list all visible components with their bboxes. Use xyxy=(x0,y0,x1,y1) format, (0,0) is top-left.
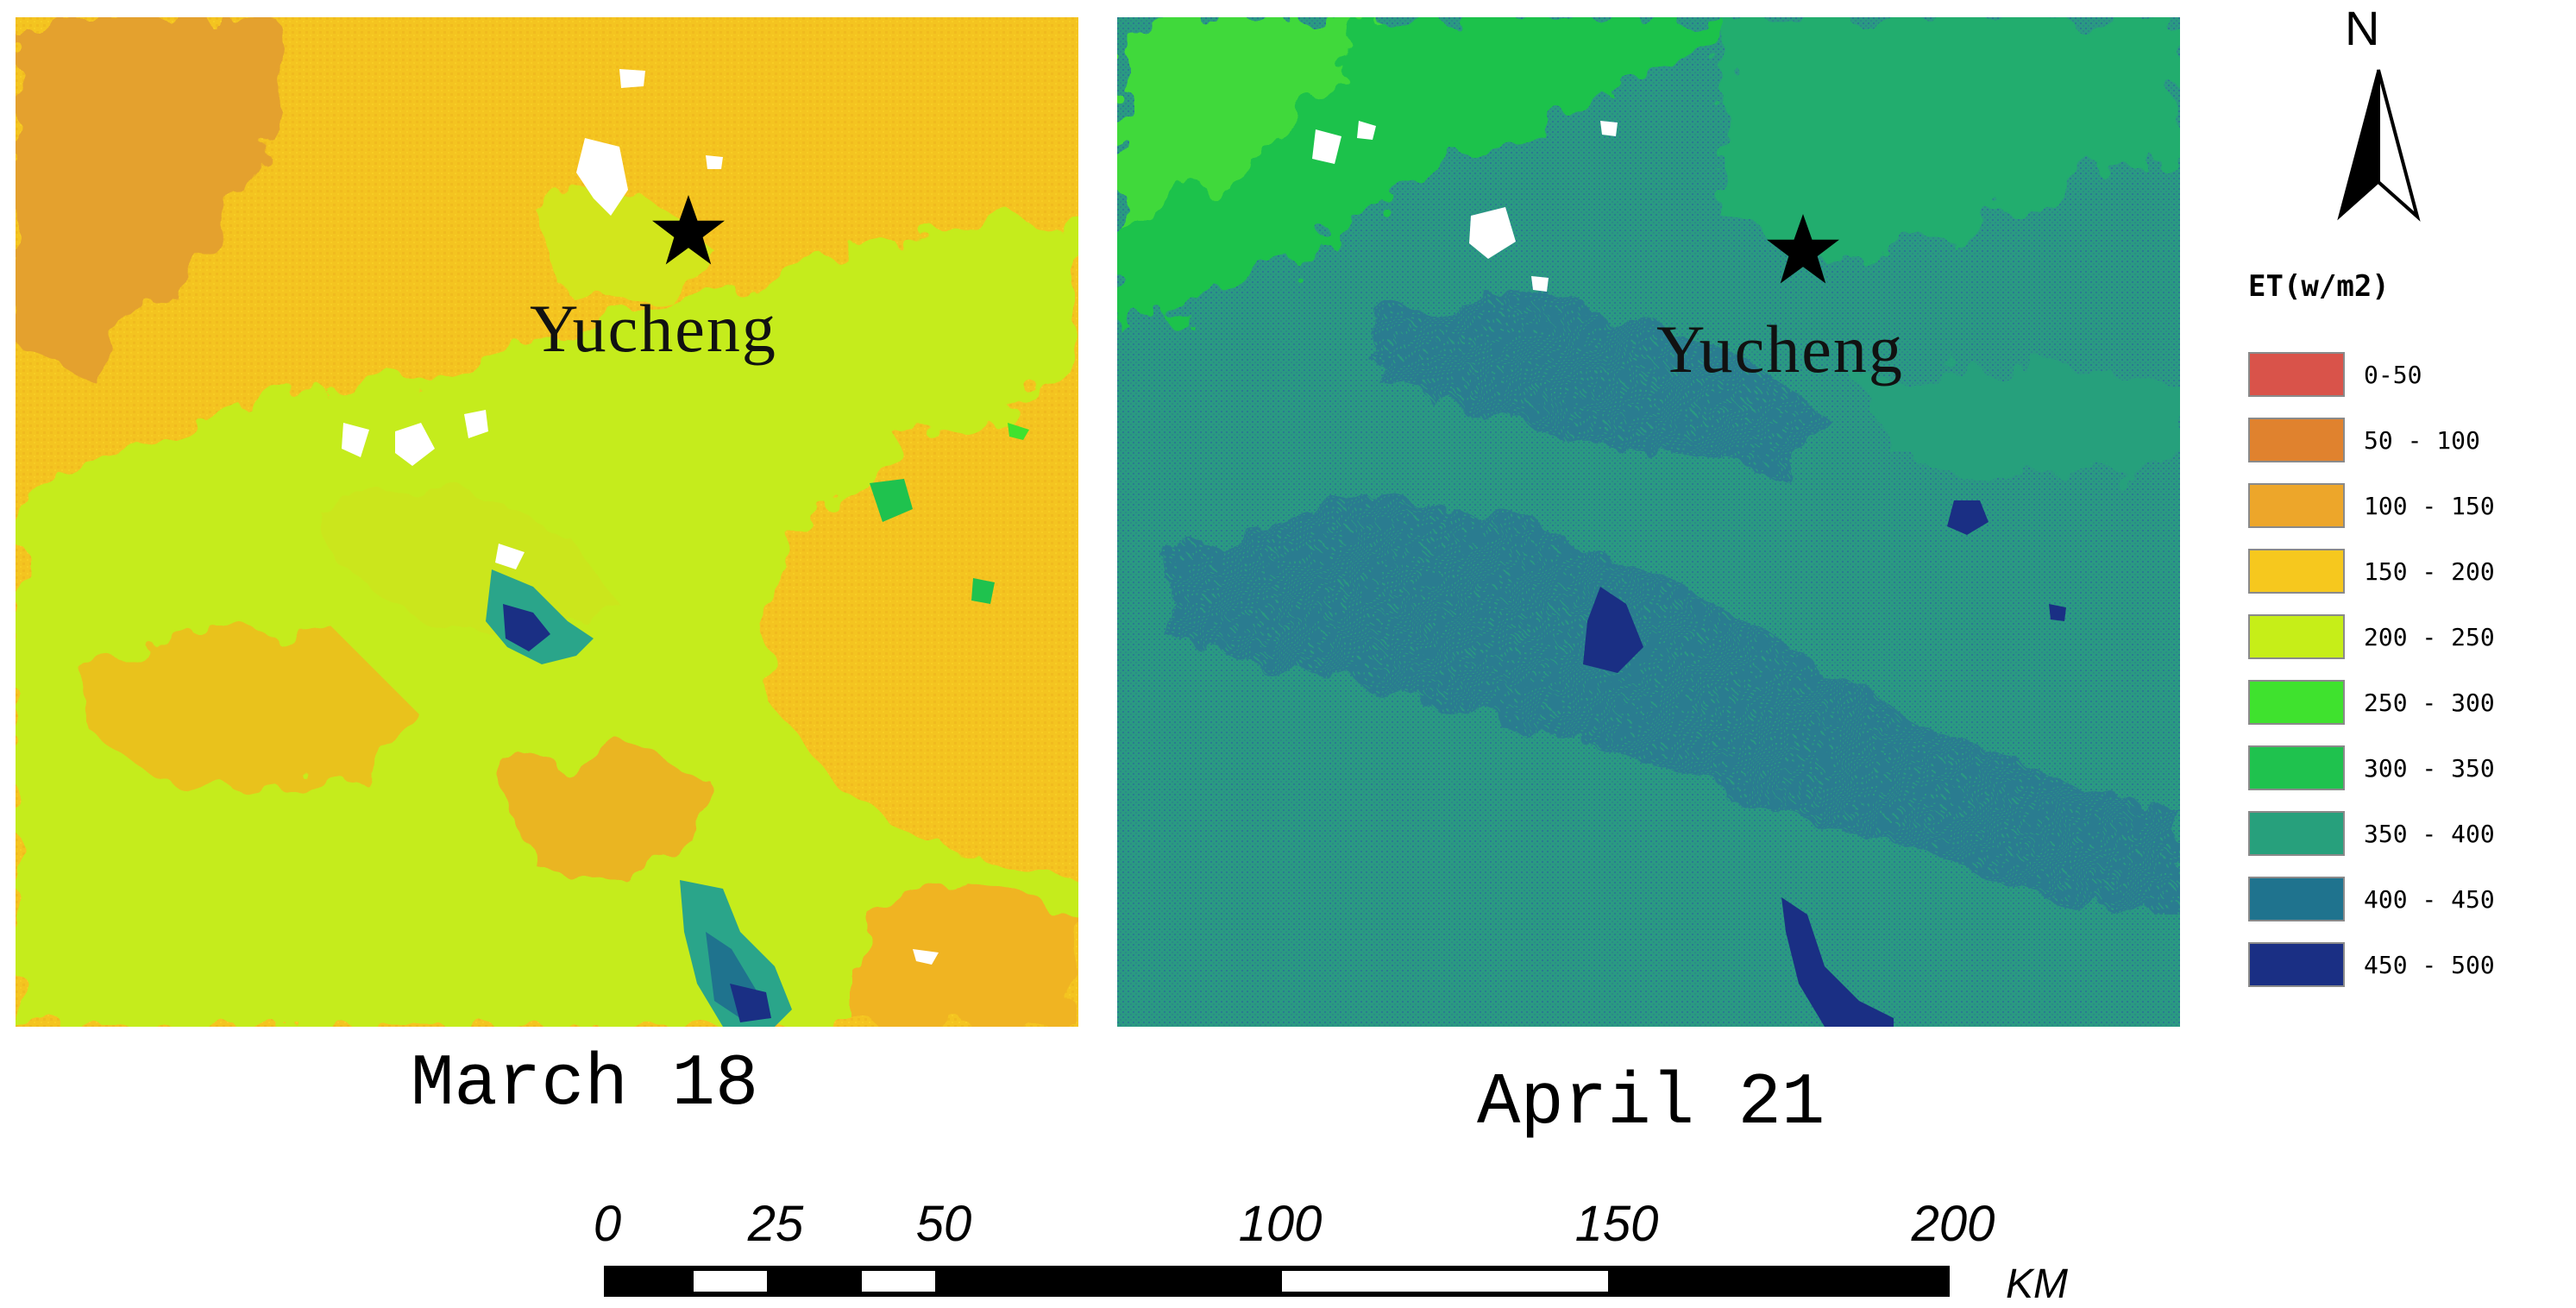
city-label-left: Yucheng xyxy=(530,291,777,366)
scale-bar: 0 25 50 100 150 200 KM xyxy=(594,1195,2105,1307)
yucheng-star-left-icon xyxy=(652,195,725,265)
legend-item: 100 - 150 xyxy=(2248,473,2567,538)
scale-segment xyxy=(1613,1266,1950,1297)
legend-swatch xyxy=(2248,549,2345,594)
yucheng-star-right-icon xyxy=(1767,214,1839,284)
legend-label: 100 - 150 xyxy=(2364,491,2495,520)
legend-swatch xyxy=(2248,483,2345,528)
legend-item: 300 - 350 xyxy=(2248,735,2567,801)
legend-swatch xyxy=(2248,811,2345,856)
scale-tick-label: 100 xyxy=(1238,1196,1323,1252)
legend: ET(w/m2) 0-50 50 - 100 100 - 150 150 - 200 2… xyxy=(2248,269,2567,997)
map-april-21 xyxy=(1117,17,2180,1027)
scale-segment xyxy=(772,1266,857,1297)
legend-swatch xyxy=(2248,745,2345,790)
caption-march-18: March 18 xyxy=(411,1044,759,1126)
legend-item: 400 - 450 xyxy=(2248,866,2567,932)
legend-label: 400 - 450 xyxy=(2364,884,2495,914)
scale-tick-label: 0 xyxy=(593,1196,622,1252)
legend-swatch xyxy=(2248,680,2345,725)
scale-segment xyxy=(856,1266,940,1297)
legend-item: 150 - 200 xyxy=(2248,538,2567,604)
scale-tick-label: 25 xyxy=(747,1196,804,1252)
legend-swatch xyxy=(2248,877,2345,921)
legend-label: 300 - 350 xyxy=(2364,753,2495,783)
legend-items: 0-50 50 - 100 100 - 150 150 - 200 200 - 250 2… xyxy=(2248,342,2567,997)
north-arrow-icon xyxy=(2337,69,2421,222)
legend-swatch xyxy=(2248,418,2345,462)
legend-item: 250 - 300 xyxy=(2248,670,2567,735)
legend-title: ET(w/m2) xyxy=(2248,269,2390,304)
legend-swatch xyxy=(2248,942,2345,987)
legend-label: 0-50 xyxy=(2364,360,2422,389)
legend-label: 200 - 250 xyxy=(2364,622,2495,651)
legend-label: 350 - 400 xyxy=(2364,819,2495,848)
legend-item: 200 - 250 xyxy=(2248,604,2567,670)
map-march-18 xyxy=(16,17,1078,1027)
legend-label: 150 - 200 xyxy=(2364,557,2495,586)
legend-item: 350 - 400 xyxy=(2248,801,2567,866)
legend-item: 450 - 500 xyxy=(2248,932,2567,997)
legend-swatch xyxy=(2248,352,2345,397)
scale-segment xyxy=(604,1266,688,1297)
et-raster-march-18 xyxy=(16,17,1078,1027)
scale-unit: KM xyxy=(2006,1261,2068,1307)
caption-april-21: April 21 xyxy=(1477,1063,1825,1145)
scale-segment xyxy=(688,1266,772,1297)
legend-label: 250 - 300 xyxy=(2364,688,2495,717)
legend-item: 50 - 100 xyxy=(2248,407,2567,473)
scale-tick-label: 200 xyxy=(1911,1196,1995,1252)
city-label-right: Yucheng xyxy=(1656,311,1904,387)
scale-tick-label: 50 xyxy=(915,1196,972,1252)
scale-segment xyxy=(940,1266,1277,1297)
legend-label: 50 - 100 xyxy=(2364,425,2480,455)
legend-label: 450 - 500 xyxy=(2364,950,2495,979)
scale-segment xyxy=(1277,1266,1613,1297)
north-letter: N xyxy=(2345,1,2380,55)
scale-tick-label: 150 xyxy=(1574,1196,1659,1252)
et-raster-april-21 xyxy=(1117,17,2180,1027)
legend-swatch xyxy=(2248,614,2345,659)
legend-item: 0-50 xyxy=(2248,342,2567,407)
